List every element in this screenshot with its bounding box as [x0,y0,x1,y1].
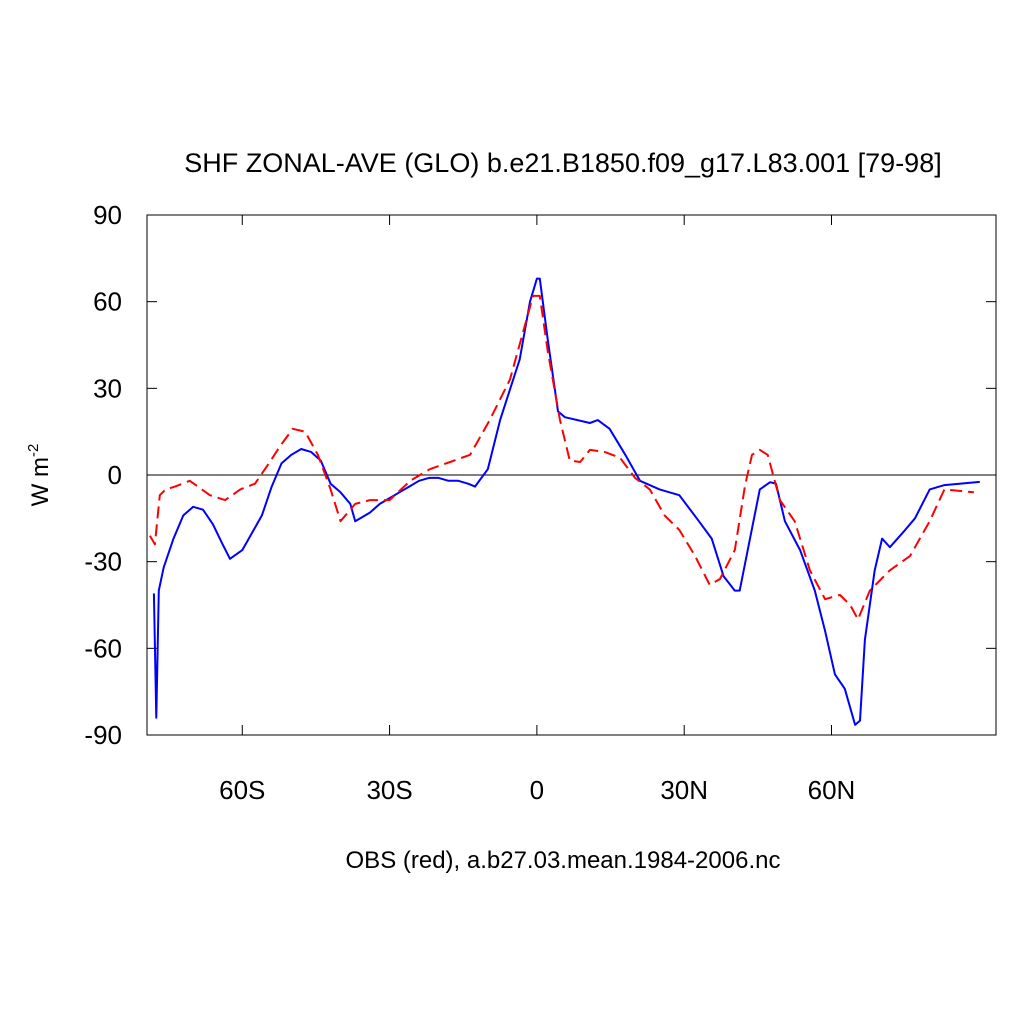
y-axis-label: W m-2 [25,444,54,507]
x-tick-label: 30N [660,775,708,805]
y-tick-label: -30 [84,547,122,577]
series-line [152,277,980,726]
y-tick-label: -60 [84,633,122,663]
x-tick-label: 60S [219,775,265,805]
y-tick-label: 0 [108,460,122,490]
y-axis-label-text: W m [27,457,54,506]
x-tick-label: 60N [808,775,856,805]
x-tick-label: 30S [366,775,412,805]
y-tick-label: 90 [93,200,122,230]
y-axis-label-superscript: -2 [25,444,42,457]
plot-frame [146,214,997,736]
series-line [149,294,974,621]
y-tick-label: 60 [93,287,122,317]
chart-title: SHF ZONAL-AVE (GLO) b.e21.B1850.f09_g17.… [184,148,941,178]
y-tick-label: -90 [84,720,122,750]
y-tick-label: 30 [93,373,122,403]
x-axis-label: OBS (red), a.b27.03.mean.1984-2006.nc [346,847,781,874]
x-tick-label: 0 [530,775,544,805]
